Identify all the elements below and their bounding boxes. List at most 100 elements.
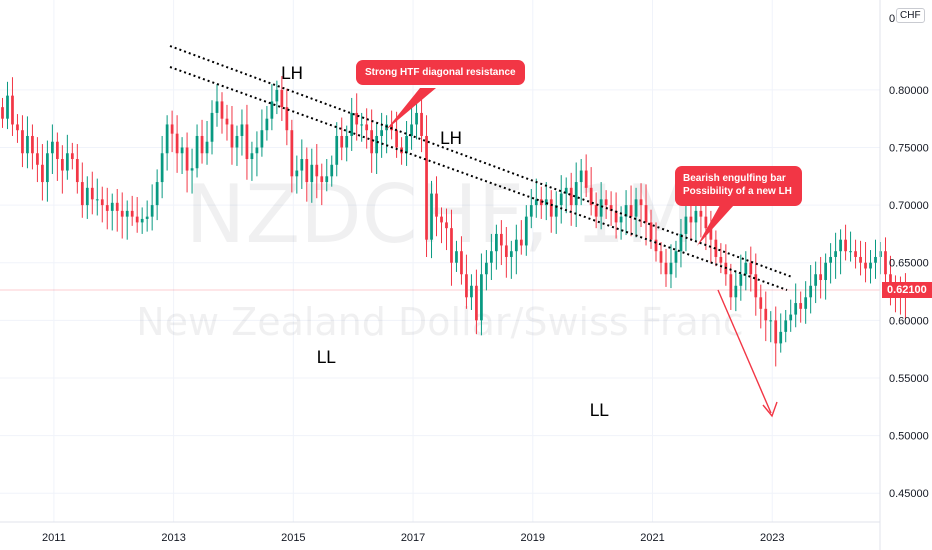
candle-body (764, 308, 768, 321)
candle-body (420, 112, 423, 136)
candle-body (175, 133, 179, 154)
candle-body (16, 124, 19, 131)
candle-body (305, 159, 309, 183)
price-tick-label: 0.75000 (889, 142, 929, 154)
candle-body (734, 285, 738, 298)
candle-body (375, 135, 379, 154)
candle-body (240, 124, 244, 136)
callout-pointers (386, 88, 734, 246)
candle-body (125, 210, 129, 217)
candle-body (140, 218, 144, 223)
candle-body (759, 297, 763, 309)
candle-body (654, 239, 658, 252)
candle-body (395, 130, 398, 148)
candle-body (6, 95, 9, 119)
pivot-label-lh-2015: LH (281, 64, 303, 84)
candle-body (814, 274, 818, 286)
time-tick-label: 2019 (521, 532, 545, 544)
price-tick-label: 0.50000 (889, 431, 929, 443)
candle-body (150, 205, 154, 217)
candle-body (499, 233, 503, 246)
candle-body (809, 285, 813, 298)
candle-body (225, 118, 229, 125)
candle-body (729, 274, 733, 298)
candle-body (624, 205, 628, 217)
candle-body (704, 216, 708, 229)
candle-body (599, 199, 603, 217)
candle-body (360, 124, 364, 126)
candle-body (504, 245, 508, 257)
candle-body (250, 153, 254, 160)
price-tick-label: 0.80000 (889, 85, 929, 97)
chart-grid (0, 0, 880, 522)
callout-resistance: Strong HTF diagonal resistance (356, 60, 525, 85)
candle-body (41, 164, 44, 183)
candle-body (794, 303, 798, 315)
candle-body (345, 135, 349, 148)
candle-body (31, 135, 34, 154)
candle-body (784, 320, 788, 332)
time-axis: 2011 2013 2015 2017 2019 2021 2023 (42, 532, 784, 544)
candle-body (70, 153, 74, 160)
candle-body (804, 297, 808, 309)
time-tick-label: 2021 (640, 532, 664, 544)
candle-body (749, 262, 753, 275)
candle-body (684, 216, 688, 234)
candle-body (330, 164, 334, 177)
pivot-label-ll-2015: LL (317, 348, 336, 368)
candle-body (145, 216, 149, 219)
price-tick-label: 0.60000 (889, 315, 929, 327)
candle-body (669, 262, 673, 275)
time-tick-label: 2023 (760, 532, 784, 544)
candle-body (744, 262, 748, 275)
candle-body (75, 159, 79, 183)
candle-body (554, 205, 558, 217)
candle-body (315, 164, 319, 177)
candle-body (350, 112, 354, 136)
callout-engulfing-line2: Possibility of a new LH (683, 186, 792, 197)
candle-body (435, 193, 438, 217)
candle-body (774, 320, 778, 344)
candle-body (180, 147, 184, 154)
candle-body (524, 216, 528, 246)
candle-body (480, 274, 483, 321)
candle-body (584, 170, 588, 188)
candle-body (694, 210, 698, 223)
currency-badge[interactable]: CHF (896, 8, 925, 23)
candle-body (874, 256, 877, 263)
candle-body (100, 199, 104, 206)
candle-body (699, 210, 703, 217)
candle-body (235, 135, 239, 148)
candle-body (799, 303, 803, 309)
candle-body (819, 274, 823, 281)
candle-body (884, 251, 887, 275)
candle-body (260, 130, 264, 148)
candle-body (210, 112, 214, 142)
candle-body (410, 124, 413, 136)
candle-body (639, 199, 643, 206)
candle-body (36, 153, 39, 165)
candle-body (869, 262, 872, 269)
projection-arrow (717, 289, 778, 418)
candle-body (105, 205, 109, 211)
candle-body (200, 135, 204, 154)
candle-body (85, 187, 89, 206)
candle-body (11, 95, 14, 125)
candle-body (335, 135, 339, 165)
time-tick-label: 2015 (281, 532, 305, 544)
candle-body (255, 147, 259, 154)
candle-body (569, 187, 573, 206)
trendlines (169, 45, 793, 291)
price-axis-top-label: 0 (889, 13, 895, 25)
time-tick-label: 2011 (42, 532, 66, 544)
candle-body (455, 251, 458, 263)
pivot-label-lh-2017: LH (440, 129, 462, 149)
candle-body (185, 147, 189, 171)
candle-body (559, 193, 563, 206)
candle-body (170, 124, 174, 134)
candle-body (839, 239, 842, 252)
candle-body (495, 233, 498, 252)
candle-body (205, 141, 209, 154)
candle-body (789, 314, 793, 321)
